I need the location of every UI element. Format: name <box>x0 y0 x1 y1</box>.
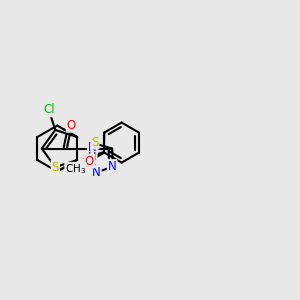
Text: N: N <box>88 141 97 154</box>
Text: O: O <box>85 154 94 168</box>
Text: CH$_3$: CH$_3$ <box>65 162 86 176</box>
Text: S: S <box>52 160 59 174</box>
Text: S: S <box>91 136 99 148</box>
Text: N: N <box>92 166 101 179</box>
Text: N: N <box>108 160 117 173</box>
Text: Cl: Cl <box>43 103 55 116</box>
Text: O: O <box>67 119 76 132</box>
Text: H: H <box>88 152 97 162</box>
